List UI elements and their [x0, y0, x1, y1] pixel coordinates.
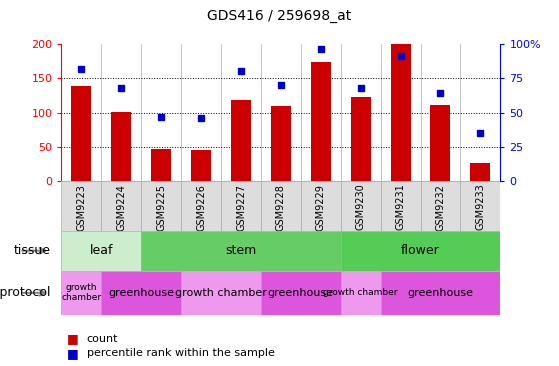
Text: GDS416 / 259698_at: GDS416 / 259698_at — [207, 10, 352, 23]
Text: count: count — [87, 333, 118, 344]
Text: stem: stem — [225, 244, 257, 257]
Text: GSM9229: GSM9229 — [316, 184, 326, 231]
Text: GSM9225: GSM9225 — [156, 184, 166, 231]
Text: GSM9232: GSM9232 — [435, 184, 446, 231]
Text: GSM9227: GSM9227 — [236, 184, 246, 231]
Bar — [461, 181, 500, 231]
Text: GSM9228: GSM9228 — [276, 184, 286, 231]
Bar — [111, 112, 131, 181]
Text: ■: ■ — [67, 347, 79, 360]
Bar — [341, 231, 500, 271]
Text: growth
chamber: growth chamber — [61, 283, 102, 303]
Text: tissue: tissue — [13, 244, 50, 257]
Bar — [311, 62, 331, 181]
Text: GSM9226: GSM9226 — [196, 184, 206, 231]
Bar — [301, 181, 341, 231]
Bar — [151, 149, 171, 181]
Bar — [181, 271, 261, 315]
Bar — [181, 181, 221, 231]
Bar — [420, 181, 461, 231]
Bar — [141, 181, 181, 231]
Text: greenhouse: greenhouse — [268, 288, 334, 298]
Bar — [61, 271, 101, 315]
Bar — [261, 181, 301, 231]
Text: growth chamber: growth chamber — [324, 288, 398, 297]
Text: percentile rank within the sample: percentile rank within the sample — [87, 348, 274, 358]
Bar — [101, 181, 141, 231]
Text: flower: flower — [401, 244, 440, 257]
Bar — [101, 271, 181, 315]
Bar — [350, 97, 371, 181]
Text: GSM9231: GSM9231 — [396, 184, 406, 230]
Text: GSM9230: GSM9230 — [356, 184, 366, 230]
Bar — [391, 44, 410, 181]
Text: growth protocol: growth protocol — [0, 286, 50, 299]
Bar — [341, 271, 381, 315]
Text: GSM9223: GSM9223 — [77, 184, 87, 231]
Bar — [61, 231, 141, 271]
Bar — [61, 181, 101, 231]
Bar — [271, 106, 291, 181]
Bar — [191, 150, 211, 181]
Bar — [261, 271, 341, 315]
Text: greenhouse: greenhouse — [108, 288, 174, 298]
Bar — [341, 181, 381, 231]
Bar — [470, 163, 490, 181]
Bar — [381, 181, 420, 231]
Text: ■: ■ — [67, 332, 79, 345]
Bar — [72, 86, 92, 181]
Bar — [231, 100, 251, 181]
Text: growth chamber: growth chamber — [175, 288, 267, 298]
Text: GSM9233: GSM9233 — [475, 184, 485, 230]
Text: leaf: leaf — [89, 244, 113, 257]
Bar — [141, 231, 341, 271]
Bar — [221, 181, 261, 231]
Text: greenhouse: greenhouse — [408, 288, 473, 298]
Text: GSM9224: GSM9224 — [116, 184, 126, 231]
Bar — [381, 271, 500, 315]
Bar — [430, 105, 451, 181]
